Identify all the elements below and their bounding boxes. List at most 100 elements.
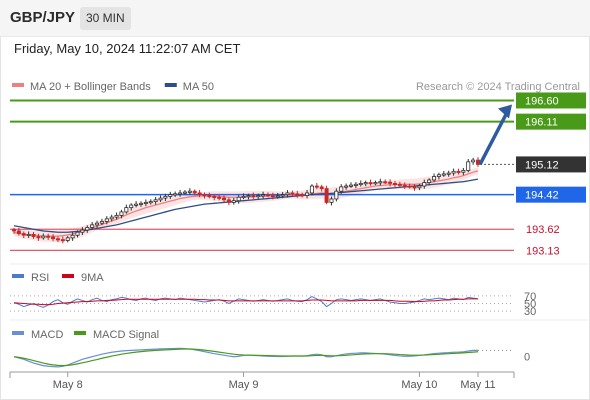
candle-body bbox=[124, 207, 129, 213]
candle-body bbox=[119, 211, 124, 216]
candle-body bbox=[226, 199, 231, 203]
rsi-legend-label-0: RSI bbox=[31, 272, 49, 284]
candle-body bbox=[270, 195, 275, 198]
candle-body bbox=[134, 203, 139, 206]
candle-body bbox=[241, 195, 246, 198]
candle-body bbox=[314, 185, 319, 188]
candle-body bbox=[461, 170, 466, 173]
candle-body bbox=[402, 184, 407, 187]
candle-body bbox=[446, 172, 451, 175]
candle-body bbox=[85, 227, 90, 231]
candle-body bbox=[26, 233, 31, 236]
candle-body bbox=[285, 192, 290, 196]
candle-body bbox=[16, 230, 21, 234]
candle-body bbox=[295, 193, 300, 196]
legend-label-1: MA 50 bbox=[183, 81, 214, 93]
candle-body bbox=[417, 185, 422, 189]
candle-body bbox=[212, 195, 217, 198]
candle-body bbox=[192, 190, 197, 194]
level-label-193.13: 193.13 bbox=[526, 245, 560, 257]
level-tag-195.12 bbox=[516, 156, 586, 173]
candle-body bbox=[217, 196, 222, 199]
candle-body bbox=[153, 199, 158, 202]
candle-body bbox=[75, 231, 80, 236]
rsi-legend-swatch-0 bbox=[12, 274, 24, 278]
candle-body bbox=[451, 170, 456, 174]
rsi-tick-70: 70 bbox=[524, 291, 536, 303]
macd-signal-line bbox=[13, 348, 479, 367]
candle-body bbox=[109, 216, 114, 220]
ma50-line bbox=[13, 178, 479, 233]
macd-legend-label-1: MACD Signal bbox=[93, 329, 159, 341]
candle-body bbox=[441, 173, 446, 176]
candle-body bbox=[275, 195, 280, 198]
candle-body bbox=[173, 193, 178, 196]
candle-body bbox=[412, 186, 417, 189]
level-label-196.11: 196.11 bbox=[525, 117, 558, 129]
candle-body bbox=[21, 233, 26, 236]
level-tag-194.42 bbox=[516, 186, 586, 203]
candle-body bbox=[309, 185, 314, 194]
candle-body bbox=[363, 182, 368, 185]
candle-body bbox=[290, 192, 295, 195]
candle-body bbox=[70, 234, 75, 239]
candle-body bbox=[378, 181, 383, 184]
timeframe-badge[interactable]: 30 MIN bbox=[80, 7, 131, 30]
candle-body bbox=[129, 204, 134, 209]
candle-body bbox=[178, 192, 183, 195]
candle-body bbox=[349, 184, 354, 187]
candle-body bbox=[344, 185, 349, 188]
candle-body bbox=[202, 194, 207, 197]
candle-body bbox=[41, 235, 46, 239]
x-tick-May 9: May 9 bbox=[229, 379, 259, 391]
candle-body bbox=[324, 188, 329, 203]
candle-body bbox=[256, 195, 261, 198]
bollinger-band bbox=[14, 167, 478, 243]
forecast-arrow bbox=[478, 113, 508, 166]
candle-body bbox=[168, 194, 173, 197]
candle-body bbox=[246, 195, 251, 198]
candle-body bbox=[251, 195, 256, 198]
candle-body bbox=[432, 176, 437, 181]
candle-body bbox=[187, 190, 192, 193]
candle-body bbox=[80, 229, 85, 233]
level-tag-196.11 bbox=[516, 113, 586, 130]
candle-body bbox=[388, 181, 393, 184]
candle-body bbox=[51, 236, 56, 240]
rsi-tick-50: 50 bbox=[524, 299, 536, 311]
rsi-ma-line bbox=[13, 298, 478, 306]
level-label-195.12: 195.12 bbox=[525, 159, 559, 171]
candle-body bbox=[231, 200, 236, 203]
symbol-title: GBP/JPY bbox=[10, 9, 76, 26]
candle-body bbox=[456, 170, 461, 173]
candle-body bbox=[46, 235, 51, 238]
candle-body bbox=[261, 194, 266, 197]
candle-body bbox=[197, 192, 202, 196]
candle-body bbox=[104, 218, 109, 222]
level-label-196.60: 196.60 bbox=[525, 95, 559, 107]
candle-body bbox=[95, 222, 100, 226]
candle-body bbox=[466, 161, 471, 171]
candle-body bbox=[280, 194, 285, 197]
candle-body bbox=[148, 201, 153, 204]
candle-body bbox=[319, 186, 324, 190]
candle-body bbox=[163, 195, 168, 199]
x-tick-May 11: May 11 bbox=[460, 379, 495, 391]
candle-body bbox=[60, 239, 65, 242]
candle-body bbox=[358, 183, 363, 186]
candle-body bbox=[397, 183, 402, 186]
legend-swatch-0 bbox=[12, 83, 24, 87]
candle-body bbox=[471, 159, 476, 163]
macd-tick-0: 0 bbox=[524, 352, 530, 364]
candle-body bbox=[236, 196, 241, 202]
legend-label-0: MA 20 + Bollinger Bands bbox=[30, 81, 151, 93]
macd-legend-label-0: MACD bbox=[31, 329, 63, 341]
candle-body bbox=[300, 194, 305, 197]
macd-line bbox=[13, 347, 478, 368]
candle-body bbox=[383, 181, 388, 184]
rsi-line bbox=[13, 296, 479, 308]
candle-body bbox=[11, 229, 16, 232]
candle-body bbox=[90, 224, 95, 228]
candle-body bbox=[31, 233, 36, 237]
